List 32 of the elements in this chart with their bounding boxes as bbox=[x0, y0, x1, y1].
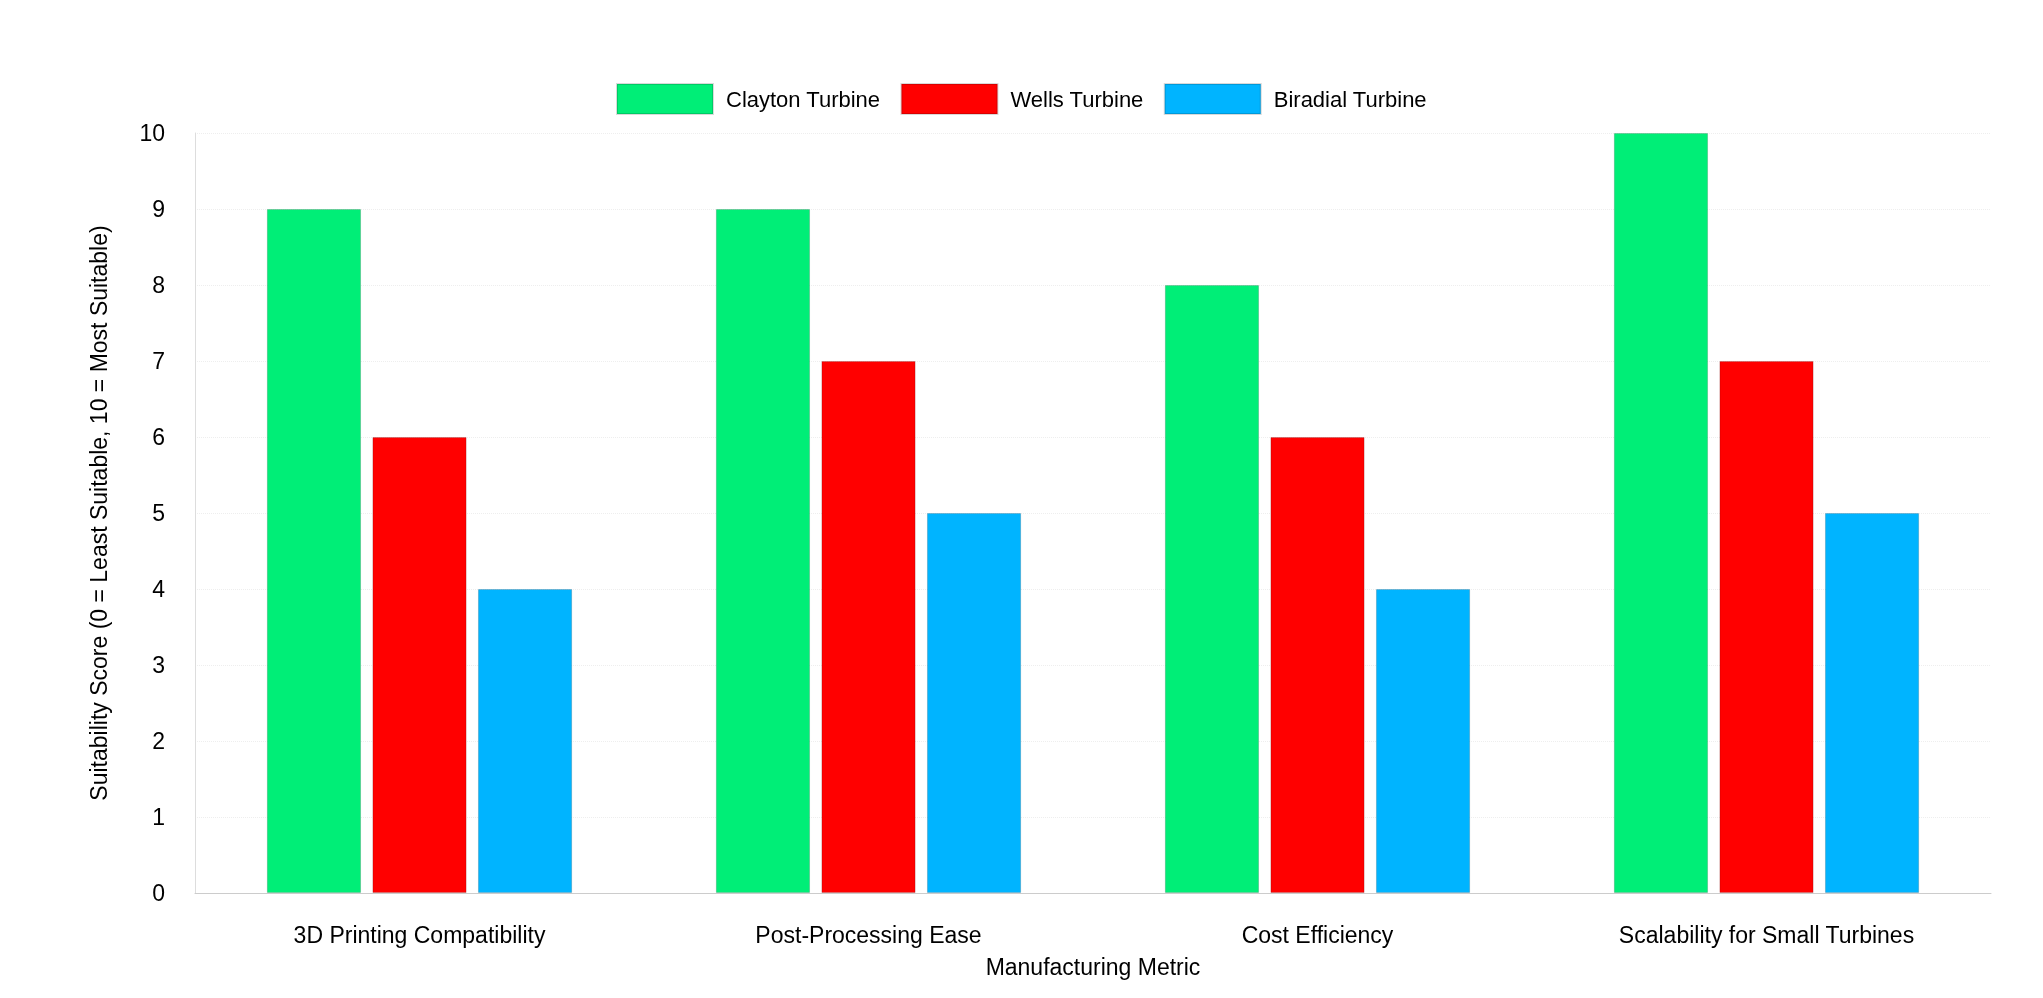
bar bbox=[821, 361, 916, 893]
y-tick-label: 2 bbox=[152, 728, 165, 754]
bar bbox=[1270, 437, 1365, 893]
y-axis-title: Suitability Score (0 = Least Suitable, 10 = Most Suitable) bbox=[85, 225, 112, 801]
legend-label: Biradial Turbine bbox=[1273, 86, 1427, 112]
x-tick-label: 3D Printing Compatibility bbox=[293, 921, 546, 948]
y-tick-label: 8 bbox=[152, 272, 165, 298]
bar bbox=[1719, 361, 1814, 893]
bar bbox=[1824, 513, 1920, 893]
bar bbox=[372, 437, 467, 893]
legend-label: Clayton Turbine bbox=[726, 86, 881, 112]
y-tick-label: 4 bbox=[152, 576, 166, 602]
bar bbox=[926, 513, 1022, 893]
bar bbox=[477, 589, 573, 893]
y-tick-label: 9 bbox=[152, 196, 165, 222]
y-tick-label: 3 bbox=[152, 652, 165, 678]
x-tick-label: Post-Processing Ease bbox=[755, 921, 982, 948]
y-tick-label: 10 bbox=[139, 120, 165, 146]
x-axis-title: Manufacturing Metric bbox=[985, 953, 1201, 980]
bar bbox=[1375, 589, 1471, 893]
y-tick-label: 0 bbox=[152, 880, 165, 906]
bar bbox=[1613, 133, 1709, 893]
y-tick-label: 7 bbox=[152, 348, 165, 374]
bar bbox=[715, 209, 811, 893]
bar bbox=[1164, 285, 1260, 893]
legend-label: Wells Turbine bbox=[1010, 86, 1144, 112]
x-tick-label: Cost Efficiency bbox=[1241, 921, 1394, 948]
y-tick-label: 6 bbox=[152, 424, 165, 450]
y-tick-label: 1 bbox=[152, 804, 165, 830]
x-tick-label: Scalability for Small Turbines bbox=[1618, 921, 1915, 948]
y-tick-label: 5 bbox=[152, 500, 165, 526]
bar bbox=[266, 209, 362, 893]
